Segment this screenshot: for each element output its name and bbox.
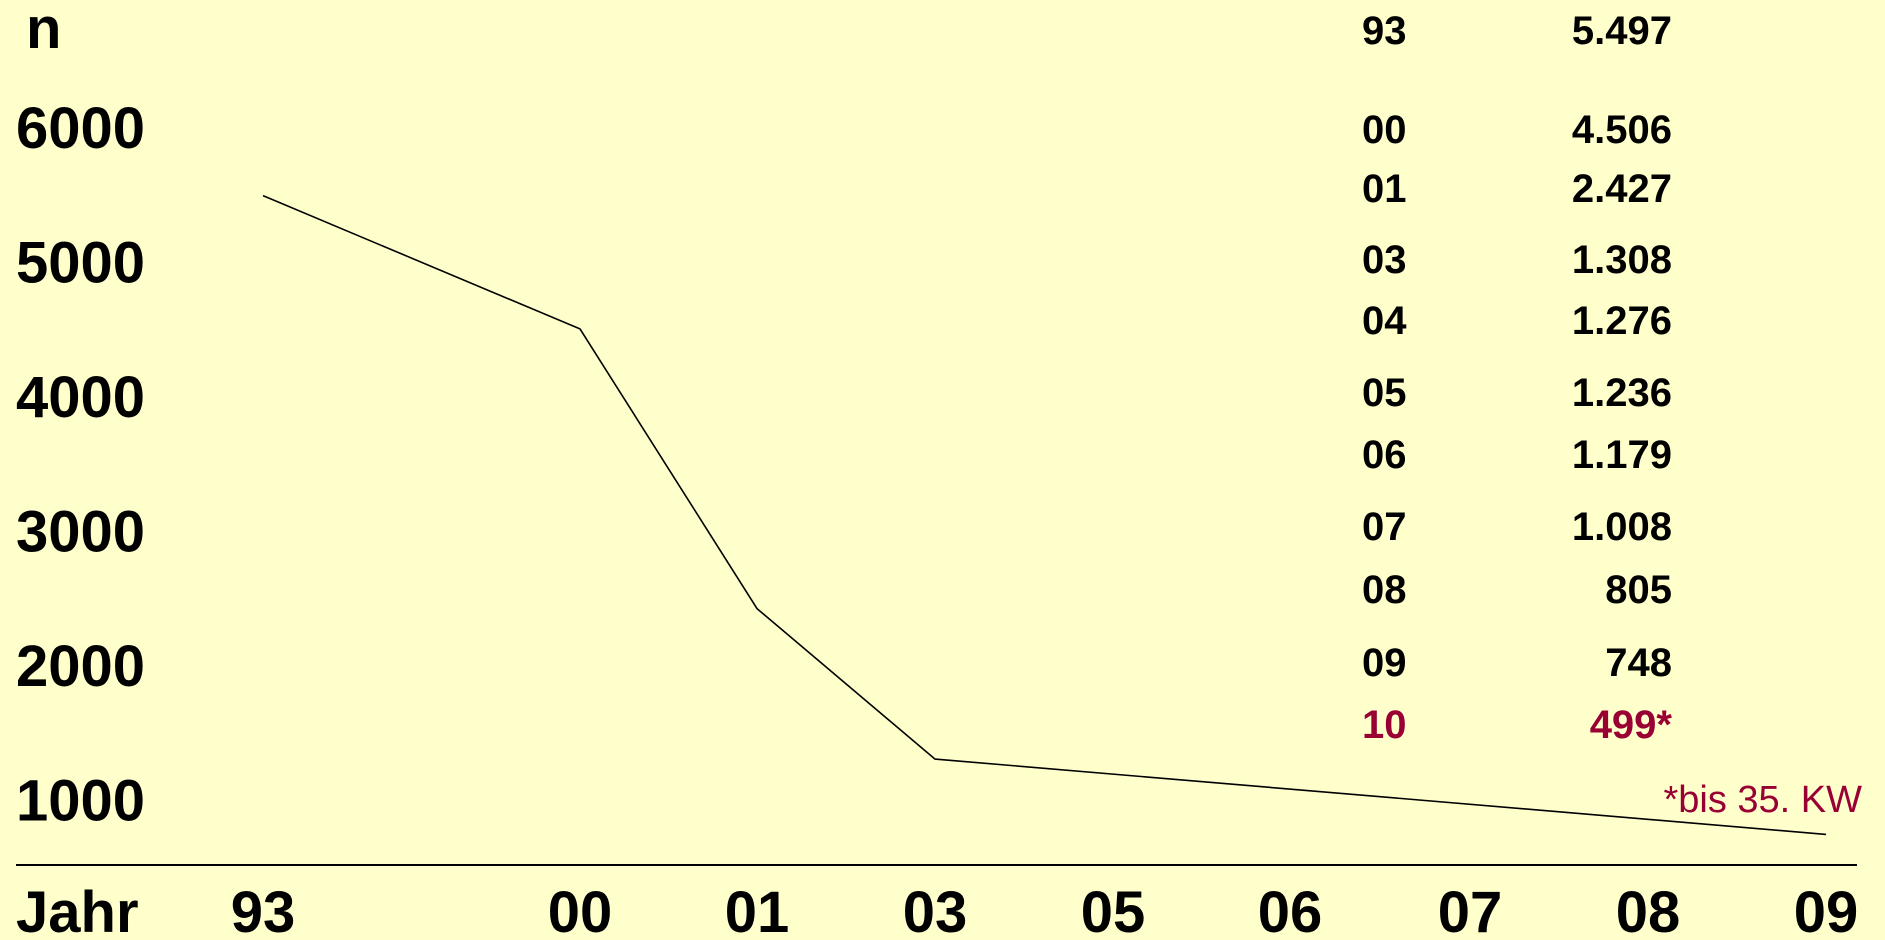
series-line	[262, 194, 1827, 836]
table-value: 5.497	[1572, 9, 1672, 53]
y-tick-label: 6000	[16, 96, 145, 161]
x-tick-label: 05	[1081, 880, 1146, 940]
footnote: *bis 35. KW	[1663, 779, 1862, 821]
series-group	[262, 194, 1827, 836]
x-axis-label: Jahr	[16, 880, 139, 940]
y-tick-labels: 6000 5000 4000 3000 2000 1000	[16, 96, 145, 834]
table-year: 00	[1362, 108, 1407, 152]
table-value: 1.236	[1572, 371, 1672, 415]
x-tick-label: 09	[1794, 880, 1859, 940]
table-value: 4.506	[1572, 108, 1672, 152]
table-year: 08	[1362, 568, 1407, 612]
x-tick-label: 07	[1438, 880, 1503, 940]
table-value: 1.276	[1572, 299, 1672, 343]
y-axis-label: n	[26, 0, 61, 61]
y-tick-label: 3000	[16, 500, 145, 565]
table-year: 10	[1362, 703, 1407, 747]
table-year: 01	[1362, 167, 1407, 211]
x-tick-label: 06	[1258, 880, 1323, 940]
x-tick-label: 01	[725, 880, 790, 940]
table-value: 1.179	[1572, 433, 1672, 477]
x-tick-label: 00	[548, 880, 613, 940]
table-value: 2.427	[1572, 167, 1672, 211]
table-year: 07	[1362, 505, 1407, 549]
y-tick-label: 1000	[16, 769, 145, 834]
data-table: 93 5.497 00 4.506 01 2.427 03 1.308 04 1.276 05 1.2…	[1362, 9, 1672, 747]
table-year: 93	[1362, 9, 1407, 53]
table-value: 1.008	[1572, 505, 1672, 549]
x-tick-label: 93	[231, 880, 296, 940]
table-year: 06	[1362, 433, 1407, 477]
table-year: 09	[1362, 641, 1407, 685]
table-value: 499*	[1590, 703, 1673, 747]
table-value: 805	[1605, 568, 1672, 612]
table-year: 04	[1362, 299, 1407, 343]
y-tick-label: 4000	[16, 365, 145, 430]
x-tick-label: 08	[1616, 880, 1681, 940]
x-tick-labels: 93 00 01 03 05 06 07 08 09	[231, 880, 1859, 940]
table-value: 748	[1605, 641, 1672, 685]
x-tick-label: 03	[903, 880, 968, 940]
y-tick-label: 2000	[16, 634, 145, 699]
y-tick-label: 5000	[16, 231, 145, 296]
table-value: 1.308	[1572, 238, 1672, 282]
table-year: 05	[1362, 371, 1407, 415]
table-year: 03	[1362, 238, 1407, 282]
